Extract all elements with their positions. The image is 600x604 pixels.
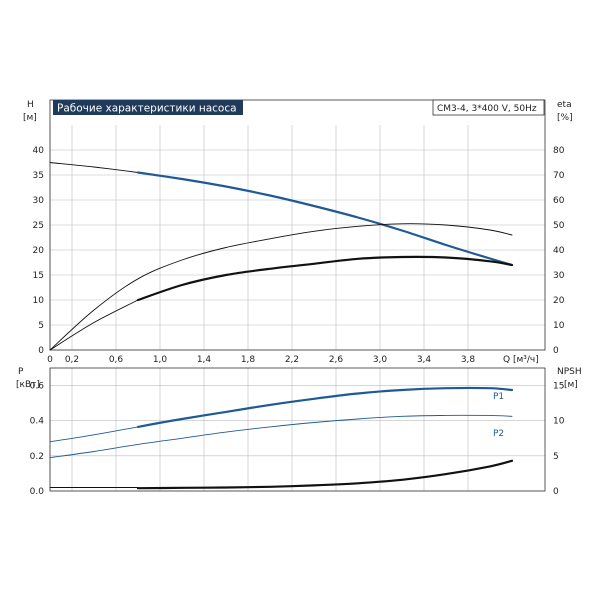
lower-y-right-tick: 10 [553, 417, 565, 427]
lower-y-left-unit: [кВт] [16, 380, 40, 390]
lower-y-left-tick: 0.6 [30, 382, 45, 392]
upper-y-left-tick: 35 [33, 171, 44, 181]
upper-series-line-4 [136, 255, 514, 302]
upper-y-left-tick: 20 [33, 246, 45, 256]
chart-subtitle: CM3-4, 3*400 V, 50Hz [437, 104, 537, 114]
upper-y-left-tick: 15 [33, 271, 44, 281]
upper-series-line-0 [49, 162, 139, 173]
subtitle-box [432, 99, 545, 116]
upper-y-left-tick: 10 [33, 296, 45, 306]
lower-y-left-tick: 0.2 [30, 452, 44, 462]
x-tick-label: 3,0 [373, 355, 388, 365]
x-tick-label: 0,6 [109, 355, 124, 365]
lower-y-right-label: NPSH [557, 367, 582, 377]
upper-y-right-tick: 50 [553, 221, 565, 231]
title-box [53, 100, 243, 115]
lower-series-line-1 [136, 386, 514, 428]
x-axis-label: Q [м³/ч] [503, 355, 539, 365]
lower-y-left-label: P [18, 367, 24, 377]
x-tick-label: 0 [47, 355, 53, 365]
upper-y-left-tick: 25 [33, 221, 44, 231]
lower-y-right-tick: 15 [553, 382, 564, 392]
x-tick-label: 3,4 [417, 355, 432, 365]
upper-y-right-unit: [%] [557, 113, 573, 123]
upper-series-group [49, 162, 514, 351]
upper-y-right-tick: 20 [553, 296, 565, 306]
x-tick-label: 1,0 [153, 355, 168, 365]
upper-y-right-tick: 40 [553, 246, 565, 256]
lower-series-line-2 [49, 414, 513, 459]
upper-plot-frame [49, 99, 546, 351]
lower-plot-frame [49, 367, 546, 492]
upper-y-left-tick: 40 [33, 146, 45, 156]
upper-grid [49, 125, 545, 351]
upper-y-right-tick: 80 [553, 146, 565, 156]
upper-series-line-2 [49, 223, 513, 351]
series-label-p1: P1 [493, 392, 504, 402]
lower-series-group [49, 386, 514, 490]
lower-y-left-tick: 0.0 [30, 487, 45, 497]
x-tick-label: 2,6 [329, 355, 344, 365]
upper-y-left-tick: 0 [38, 346, 44, 356]
upper-y-right-tick: 70 [553, 171, 565, 181]
plot-frames [49, 99, 546, 492]
upper-y-right-tick: 60 [553, 196, 565, 206]
upper-y-right-tick: 10 [553, 321, 565, 331]
x-tick-label: 3,8 [461, 355, 476, 365]
upper-series-line-3 [49, 299, 139, 351]
x-tick-label: 1,8 [241, 355, 256, 365]
chart-title: Рабочие характеристики насоса [57, 103, 237, 115]
upper-y-right-tick: 0 [553, 346, 559, 356]
series-label-p2: P2 [493, 429, 504, 439]
lower-y-left-tick: 0.4 [30, 417, 45, 427]
upper-y-right-tick: 30 [553, 271, 565, 281]
upper-series-line-1 [136, 171, 514, 267]
upper-y-right-label: eta [557, 100, 572, 110]
upper-y-left-tick: 30 [33, 196, 45, 206]
lower-y-right-tick: 0 [553, 487, 559, 497]
lower-y-right-tick: 5 [553, 452, 559, 462]
lower-series-line-0 [49, 426, 139, 443]
lower-y-right-unit: [м] [564, 380, 578, 390]
lower-series-line-4 [136, 459, 514, 490]
upper-y-left-label: H [27, 100, 34, 110]
x-tick-label: 2,2 [285, 355, 299, 365]
x-tick-label: 0,2 [65, 355, 79, 365]
tick-labels: 0 0,2 0,6 1,0 1,4 1,8 2,2 2,6 3,0 3,4 3,8 0 5 10 15 20 2… [30, 146, 565, 497]
upper-y-left-unit: [м] [23, 113, 37, 123]
x-tick-label: 1,4 [197, 355, 212, 365]
upper-y-left-tick: 5 [38, 321, 44, 331]
